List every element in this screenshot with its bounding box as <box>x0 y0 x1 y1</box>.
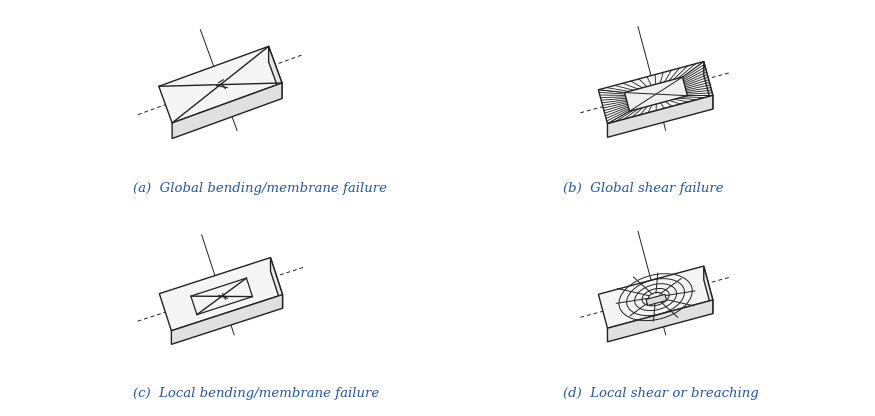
Text: (d)  Local shear or breaching: (d) Local shear or breaching <box>563 387 759 400</box>
Polygon shape <box>158 46 282 123</box>
Polygon shape <box>646 295 667 305</box>
Polygon shape <box>159 258 283 331</box>
Polygon shape <box>270 258 283 308</box>
Polygon shape <box>172 295 283 344</box>
Polygon shape <box>704 266 713 314</box>
Polygon shape <box>598 62 713 124</box>
Text: (a)  Global bending/membrane failure: (a) Global bending/membrane failure <box>133 182 387 196</box>
Text: (b)  Global shear failure: (b) Global shear failure <box>563 182 724 196</box>
Polygon shape <box>607 95 713 137</box>
Polygon shape <box>704 62 713 109</box>
Polygon shape <box>269 46 282 99</box>
Polygon shape <box>598 266 713 328</box>
Polygon shape <box>625 77 688 111</box>
Polygon shape <box>172 83 282 139</box>
Text: (c)  Local bending/membrane failure: (c) Local bending/membrane failure <box>133 387 379 400</box>
Polygon shape <box>607 300 713 342</box>
